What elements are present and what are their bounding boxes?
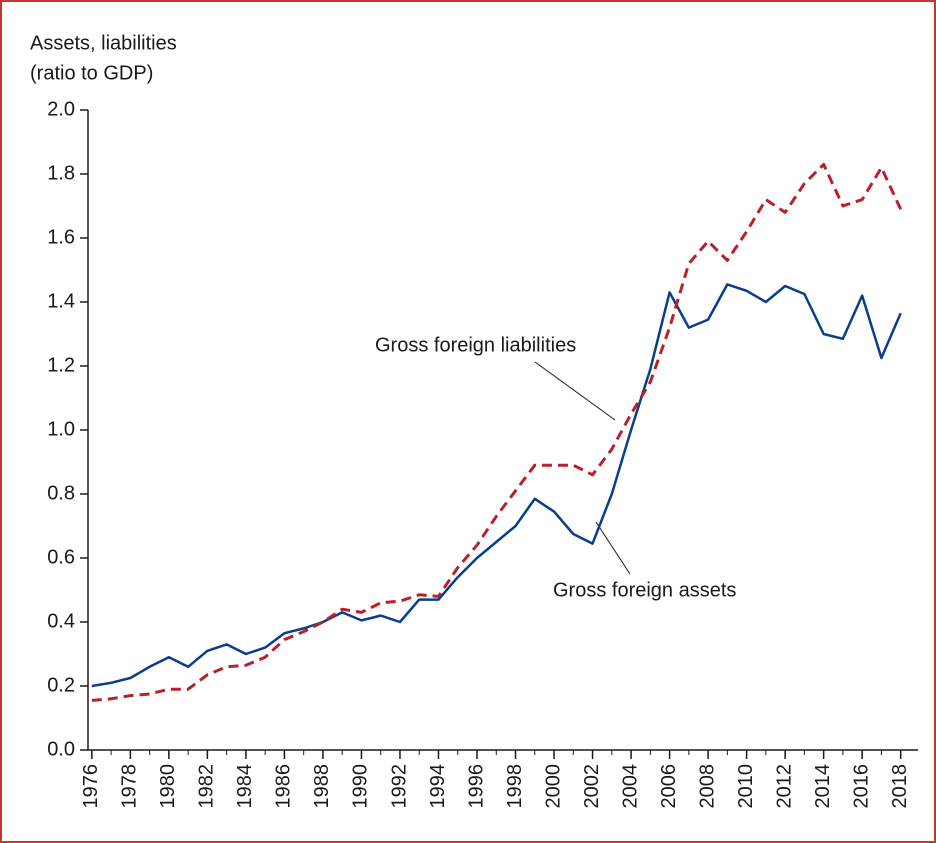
- x-tick-label: 1994: [427, 764, 449, 809]
- x-tick-label: 2006: [658, 764, 680, 809]
- x-tick-label: 1980: [157, 764, 179, 809]
- y-tick-label: 2.0: [47, 98, 75, 120]
- line-series: [91, 283, 902, 688]
- leader-line: [595, 521, 631, 575]
- x-tick-label: 2000: [542, 764, 564, 809]
- x-tick-label: 2018: [889, 764, 911, 809]
- y-tick-label: 1.0: [47, 418, 75, 440]
- x-tick-label: 2014: [812, 764, 834, 809]
- x-tick-label: 1984: [234, 764, 256, 809]
- x-tick-label: 1996: [465, 764, 487, 809]
- leader-line: [534, 361, 616, 421]
- x-tick-label: 1978: [119, 764, 141, 809]
- y-tick-label: 1.4: [47, 290, 75, 312]
- x-tick-label: 1992: [388, 764, 410, 809]
- y-tick-label: 1.8: [47, 162, 75, 184]
- x-tick-label: 1982: [196, 764, 218, 809]
- y-tick-label: 1.6: [47, 226, 75, 248]
- x-tick-label: 2002: [581, 764, 603, 809]
- x-tick-label: 2004: [619, 764, 641, 809]
- y-tick-label: 0.8: [47, 482, 75, 504]
- annotation: Gross foreign assets: [553, 579, 736, 601]
- y-axis-label: Assets, liabilities: [30, 32, 177, 54]
- y-tick-label: 0.6: [47, 546, 75, 568]
- x-tick-label: 1976: [80, 764, 102, 809]
- y-tick-label: 0.4: [47, 610, 75, 632]
- x-tick-label: 1990: [350, 764, 372, 809]
- x-tick-label: 2008: [696, 764, 718, 809]
- x-tick-label: 1988: [311, 764, 333, 809]
- x-tick-label: 1998: [504, 764, 526, 809]
- x-tick-label: 2016: [850, 764, 872, 809]
- x-tick-label: 2010: [735, 764, 757, 809]
- y-tick-label: 0.2: [47, 674, 75, 696]
- x-tick-label: 1986: [273, 764, 295, 809]
- line-series: [91, 162, 903, 702]
- y-tick-label: 0.0: [47, 738, 75, 760]
- annotation: Gross foreign liabilities: [375, 334, 576, 356]
- y-tick-label: 1.2: [47, 354, 75, 376]
- x-tick-label: 2012: [773, 764, 795, 809]
- y-axis-label: (ratio to GDP): [30, 62, 153, 84]
